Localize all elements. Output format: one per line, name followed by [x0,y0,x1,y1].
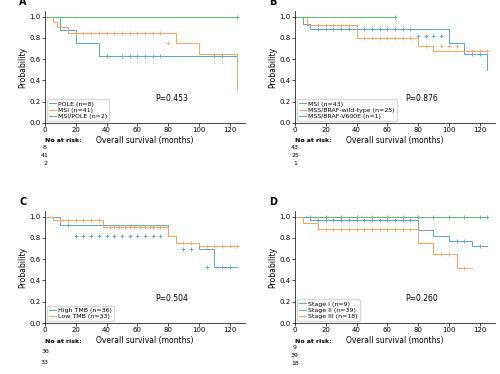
Text: 25: 25 [291,153,299,158]
Y-axis label: Probability: Probability [18,246,27,288]
X-axis label: Overall survival (months): Overall survival (months) [346,136,444,145]
Y-axis label: Probability: Probability [18,46,27,88]
Text: B: B [269,0,276,7]
Text: C: C [19,197,26,207]
Text: No at risk:: No at risk: [295,138,332,144]
Text: 41: 41 [41,153,49,158]
X-axis label: Overall survival (months): Overall survival (months) [96,336,194,345]
Text: P=0.876: P=0.876 [405,94,438,103]
Text: No at risk:: No at risk: [295,338,332,344]
Text: 2: 2 [43,161,47,166]
Text: D: D [269,197,277,207]
Y-axis label: Probability: Probability [268,46,277,88]
Legend: MSI (n=43), MSS/BRAF-wild-type (n=25), MSS/BRAF-V600E (n=1): MSI (n=43), MSS/BRAF-wild-type (n=25), M… [297,99,396,121]
X-axis label: Overall survival (months): Overall survival (months) [96,136,194,145]
X-axis label: Overall survival (months): Overall survival (months) [346,336,444,345]
Text: P=0.453: P=0.453 [155,94,188,103]
Text: P=0.260: P=0.260 [405,294,438,303]
Legend: Stage I (n=9), Stage II (n=39), Stage III (n=18): Stage I (n=9), Stage II (n=39), Stage II… [297,300,360,321]
Text: 1: 1 [293,161,297,166]
Text: P=0.504: P=0.504 [155,294,188,303]
Text: 39: 39 [291,353,299,358]
Legend: High TMB (n=36), Low TMB (n=33): High TMB (n=36), Low TMB (n=33) [47,306,114,321]
Legend: POLE (n=8), MSI (n=41), MSI/POLE (n=2): POLE (n=8), MSI (n=41), MSI/POLE (n=2) [47,99,109,121]
Text: 36: 36 [41,349,49,354]
Text: No at risk:: No at risk: [45,138,82,144]
Y-axis label: Probability: Probability [268,246,277,288]
Text: 8: 8 [43,145,47,150]
Text: 9: 9 [293,346,297,350]
Text: No at risk:: No at risk: [45,338,82,344]
Text: 43: 43 [291,145,299,150]
Text: 33: 33 [41,360,49,365]
Text: A: A [19,0,26,7]
Text: 18: 18 [291,361,299,367]
